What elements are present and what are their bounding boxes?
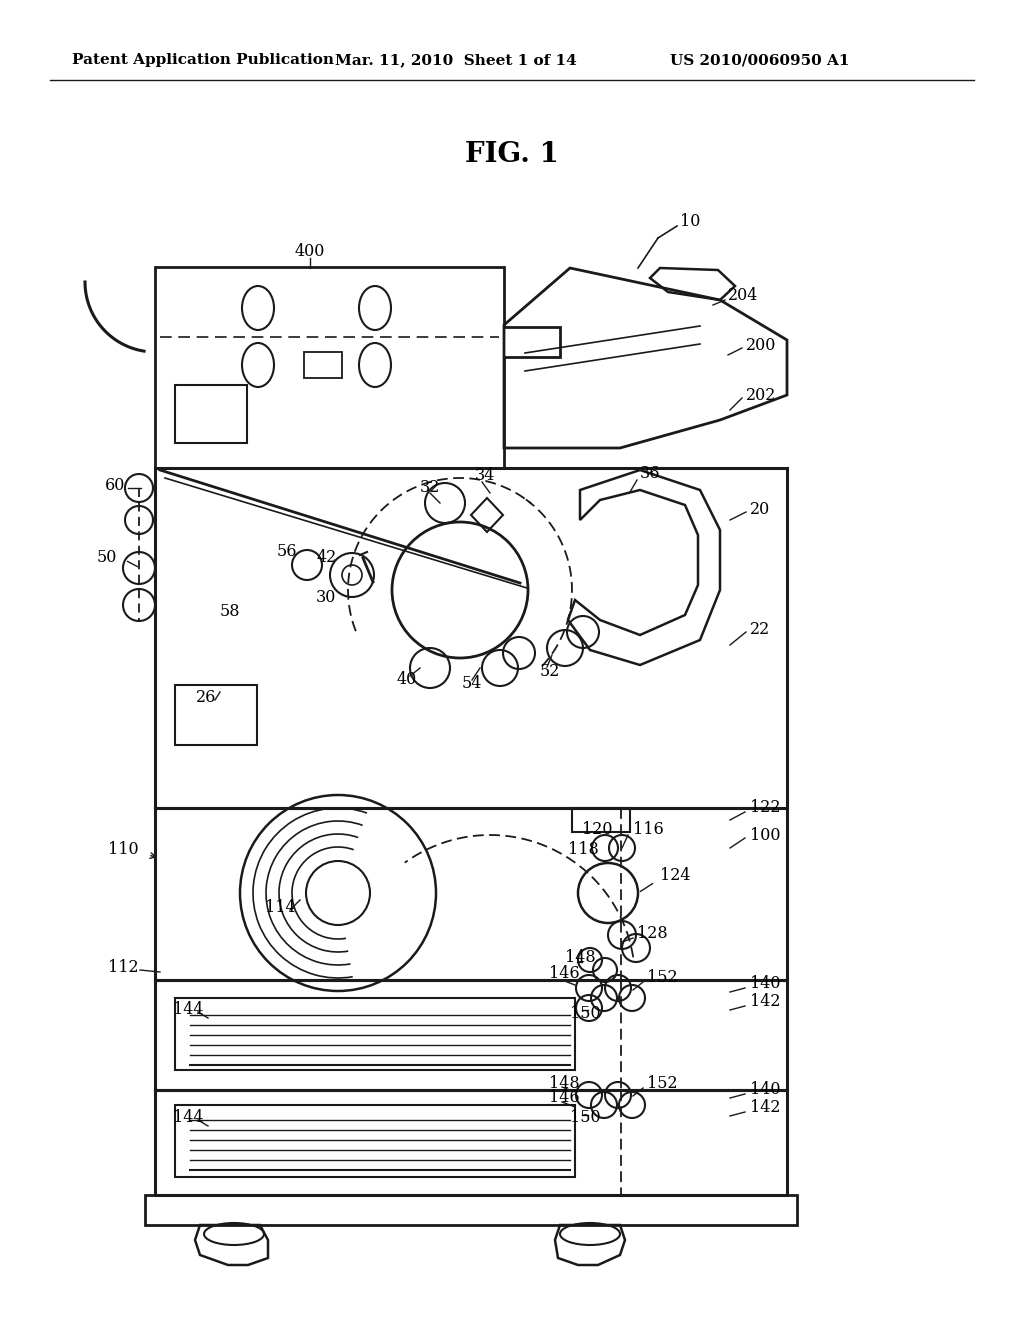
Text: 118: 118 (568, 841, 599, 858)
Text: 26: 26 (196, 689, 216, 706)
Text: FIG. 1: FIG. 1 (465, 141, 559, 169)
Text: 128: 128 (637, 925, 668, 942)
Text: 140: 140 (750, 1081, 780, 1098)
Text: 140: 140 (750, 975, 780, 993)
Text: 52: 52 (540, 664, 560, 681)
Text: 148: 148 (549, 1074, 580, 1092)
Text: 152: 152 (647, 969, 678, 986)
Text: 50: 50 (97, 549, 118, 565)
Text: 100: 100 (750, 826, 780, 843)
Bar (155, 979, 787, 1090)
Text: Patent Application Publication: Patent Application Publication (72, 53, 334, 67)
Bar (145, 1195, 797, 1225)
Text: 34: 34 (475, 466, 496, 483)
Text: 152: 152 (647, 1074, 678, 1092)
Text: Mar. 11, 2010  Sheet 1 of 14: Mar. 11, 2010 Sheet 1 of 14 (335, 53, 577, 67)
Bar (155, 808, 787, 979)
Text: 400: 400 (295, 243, 326, 260)
Text: 114: 114 (265, 899, 296, 916)
Bar (304, 352, 342, 378)
Text: 120: 120 (582, 821, 612, 838)
Bar (155, 469, 787, 808)
Bar (155, 1090, 787, 1195)
Text: 204: 204 (728, 286, 759, 304)
Text: 116: 116 (633, 821, 664, 838)
Text: 60: 60 (105, 478, 125, 495)
Text: 142: 142 (750, 994, 780, 1011)
Text: 112: 112 (108, 960, 138, 977)
Text: 202: 202 (746, 387, 776, 404)
Text: 110: 110 (108, 842, 138, 858)
Text: 32: 32 (420, 479, 440, 495)
Text: 56: 56 (278, 544, 298, 561)
Text: 10: 10 (680, 214, 700, 231)
Text: 22: 22 (750, 622, 770, 639)
Bar (175, 385, 247, 444)
Bar (175, 998, 575, 1071)
Bar (572, 808, 630, 832)
Text: 144: 144 (173, 1110, 204, 1126)
Text: 150: 150 (570, 1005, 601, 1022)
Text: 54: 54 (462, 676, 482, 693)
Text: 36: 36 (640, 465, 660, 482)
Text: 144: 144 (173, 1002, 204, 1019)
Text: 30: 30 (316, 590, 336, 606)
Text: 148: 148 (565, 949, 596, 966)
Text: 42: 42 (317, 549, 337, 566)
Text: 58: 58 (220, 603, 241, 620)
Text: 150: 150 (570, 1110, 601, 1126)
Text: 146: 146 (549, 1089, 580, 1106)
Text: 146: 146 (549, 965, 580, 982)
Text: 40: 40 (397, 672, 417, 689)
Bar (175, 685, 257, 744)
Text: 122: 122 (750, 800, 780, 817)
Text: US 2010/0060950 A1: US 2010/0060950 A1 (670, 53, 850, 67)
Text: 200: 200 (746, 337, 776, 354)
Text: 20: 20 (750, 502, 770, 519)
Text: 142: 142 (750, 1100, 780, 1117)
Bar (175, 1105, 575, 1177)
Text: 124: 124 (660, 866, 690, 883)
